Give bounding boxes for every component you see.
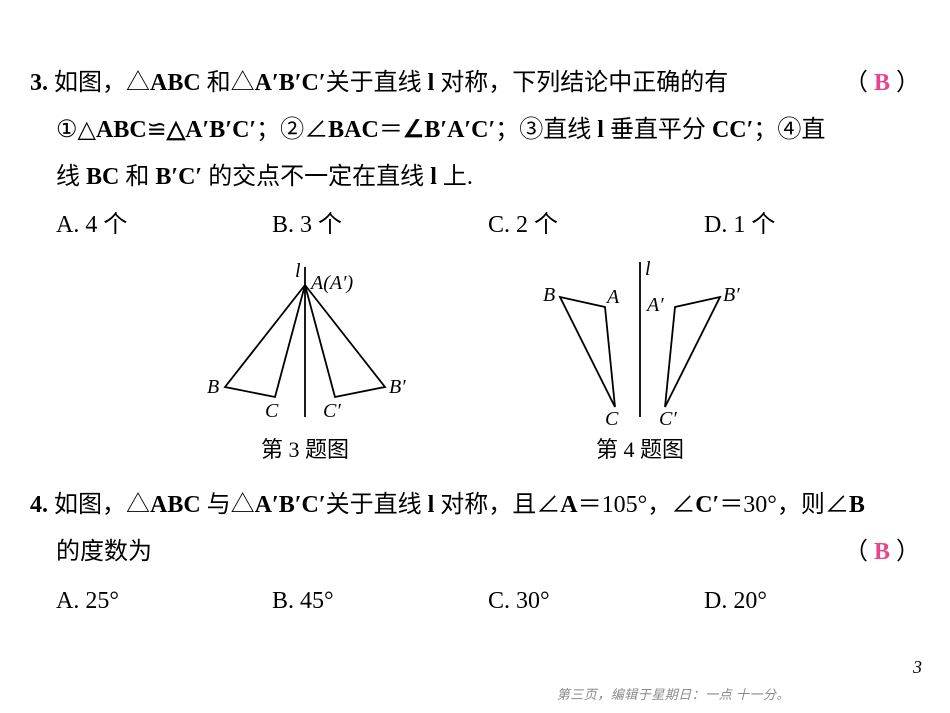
q4-number: 4. xyxy=(30,492,48,518)
question-3: 3. 如图，△ABC 和△A′B′C′关于直线 l 对称，下列结论中正确的有 （… xyxy=(30,60,920,249)
q4-fig-l-label: l xyxy=(645,258,651,280)
q4-answer-paren: （ B ） xyxy=(844,529,920,576)
q3-fig-bp-label: B′ xyxy=(389,376,406,398)
q4-fig-c-label: C xyxy=(605,408,619,427)
q4-option-c: C. 30° xyxy=(488,578,704,625)
q3-fig-caption: 第 3 题图 xyxy=(195,429,415,472)
q4-text: 如图，△ABC 与△A′B′C′关于直线 l 对称，且∠A＝105°，∠C′＝3… xyxy=(54,492,865,518)
q4-options: A. 25° B. 45° C. 30° D. 20° xyxy=(30,578,920,625)
q3-number: 3. xyxy=(30,70,48,96)
page-corner-number: 3 xyxy=(913,650,922,685)
q3-fig-b-label: B xyxy=(207,376,219,398)
q3-option-d: D. 1 个 xyxy=(704,202,920,249)
q4-fig-bp-label: B′ xyxy=(723,284,740,306)
q3-text: 如图，△ABC 和△A′B′C′关于直线 l 对称，下列结论中正确的有 xyxy=(54,70,728,96)
q4-line2: 的度数为 （ B ） xyxy=(30,529,920,576)
q3-answer-paren: （ B ） xyxy=(844,60,920,107)
q4-fig-cp-label: C′ xyxy=(659,408,677,427)
figures-row: l A(A′) B C C′ B′ 第 3 题图 l B A A′ B′ xyxy=(30,257,920,472)
figure-q3: l A(A′) B C C′ B′ 第 3 题图 xyxy=(195,257,415,472)
q4-fig-b-label: B xyxy=(543,284,555,306)
q3-statements-line2: 线 BC 和 B′C′ 的交点不一定在直线 l 上. xyxy=(30,154,920,201)
q3-options: A. 4 个 B. 3 个 C. 2 个 D. 1 个 xyxy=(30,202,920,249)
q4-option-d: D. 20° xyxy=(704,578,920,625)
q3-option-a: A. 4 个 xyxy=(56,202,272,249)
q4-option-a: A. 25° xyxy=(56,578,272,625)
q3-option-c: C. 2 个 xyxy=(488,202,704,249)
q3-fig-cp-label: C′ xyxy=(323,400,341,422)
q3-fig-aa-label: A(A′) xyxy=(309,272,353,294)
q4-fig-a-label: A xyxy=(605,286,620,308)
question-4: 4. 如图，△ABC 与△A′B′C′关于直线 l 对称，且∠A＝105°，∠C… xyxy=(30,482,920,624)
q4-answer: B xyxy=(874,539,890,565)
figure-q4: l B A A′ B′ C C′ 第 4 题图 xyxy=(525,257,755,472)
q4-fig-ap-label: A′ xyxy=(645,294,664,316)
q3-fig-l-label: l xyxy=(295,260,301,282)
q3-fig-c-label: C xyxy=(265,400,279,422)
q3-answer: B xyxy=(874,70,890,96)
q4-option-b: B. 45° xyxy=(272,578,488,625)
q3-option-b: B. 3 个 xyxy=(272,202,488,249)
footer-text: 第三页，编辑于星期日：一点 十一分。 xyxy=(557,682,790,707)
q3-statements: ①△ABC≌△A′B′C′；②∠BAC＝∠B′A′C′；③直线 l 垂直平分 C… xyxy=(30,107,920,154)
q4-fig-caption: 第 4 题图 xyxy=(525,429,755,472)
